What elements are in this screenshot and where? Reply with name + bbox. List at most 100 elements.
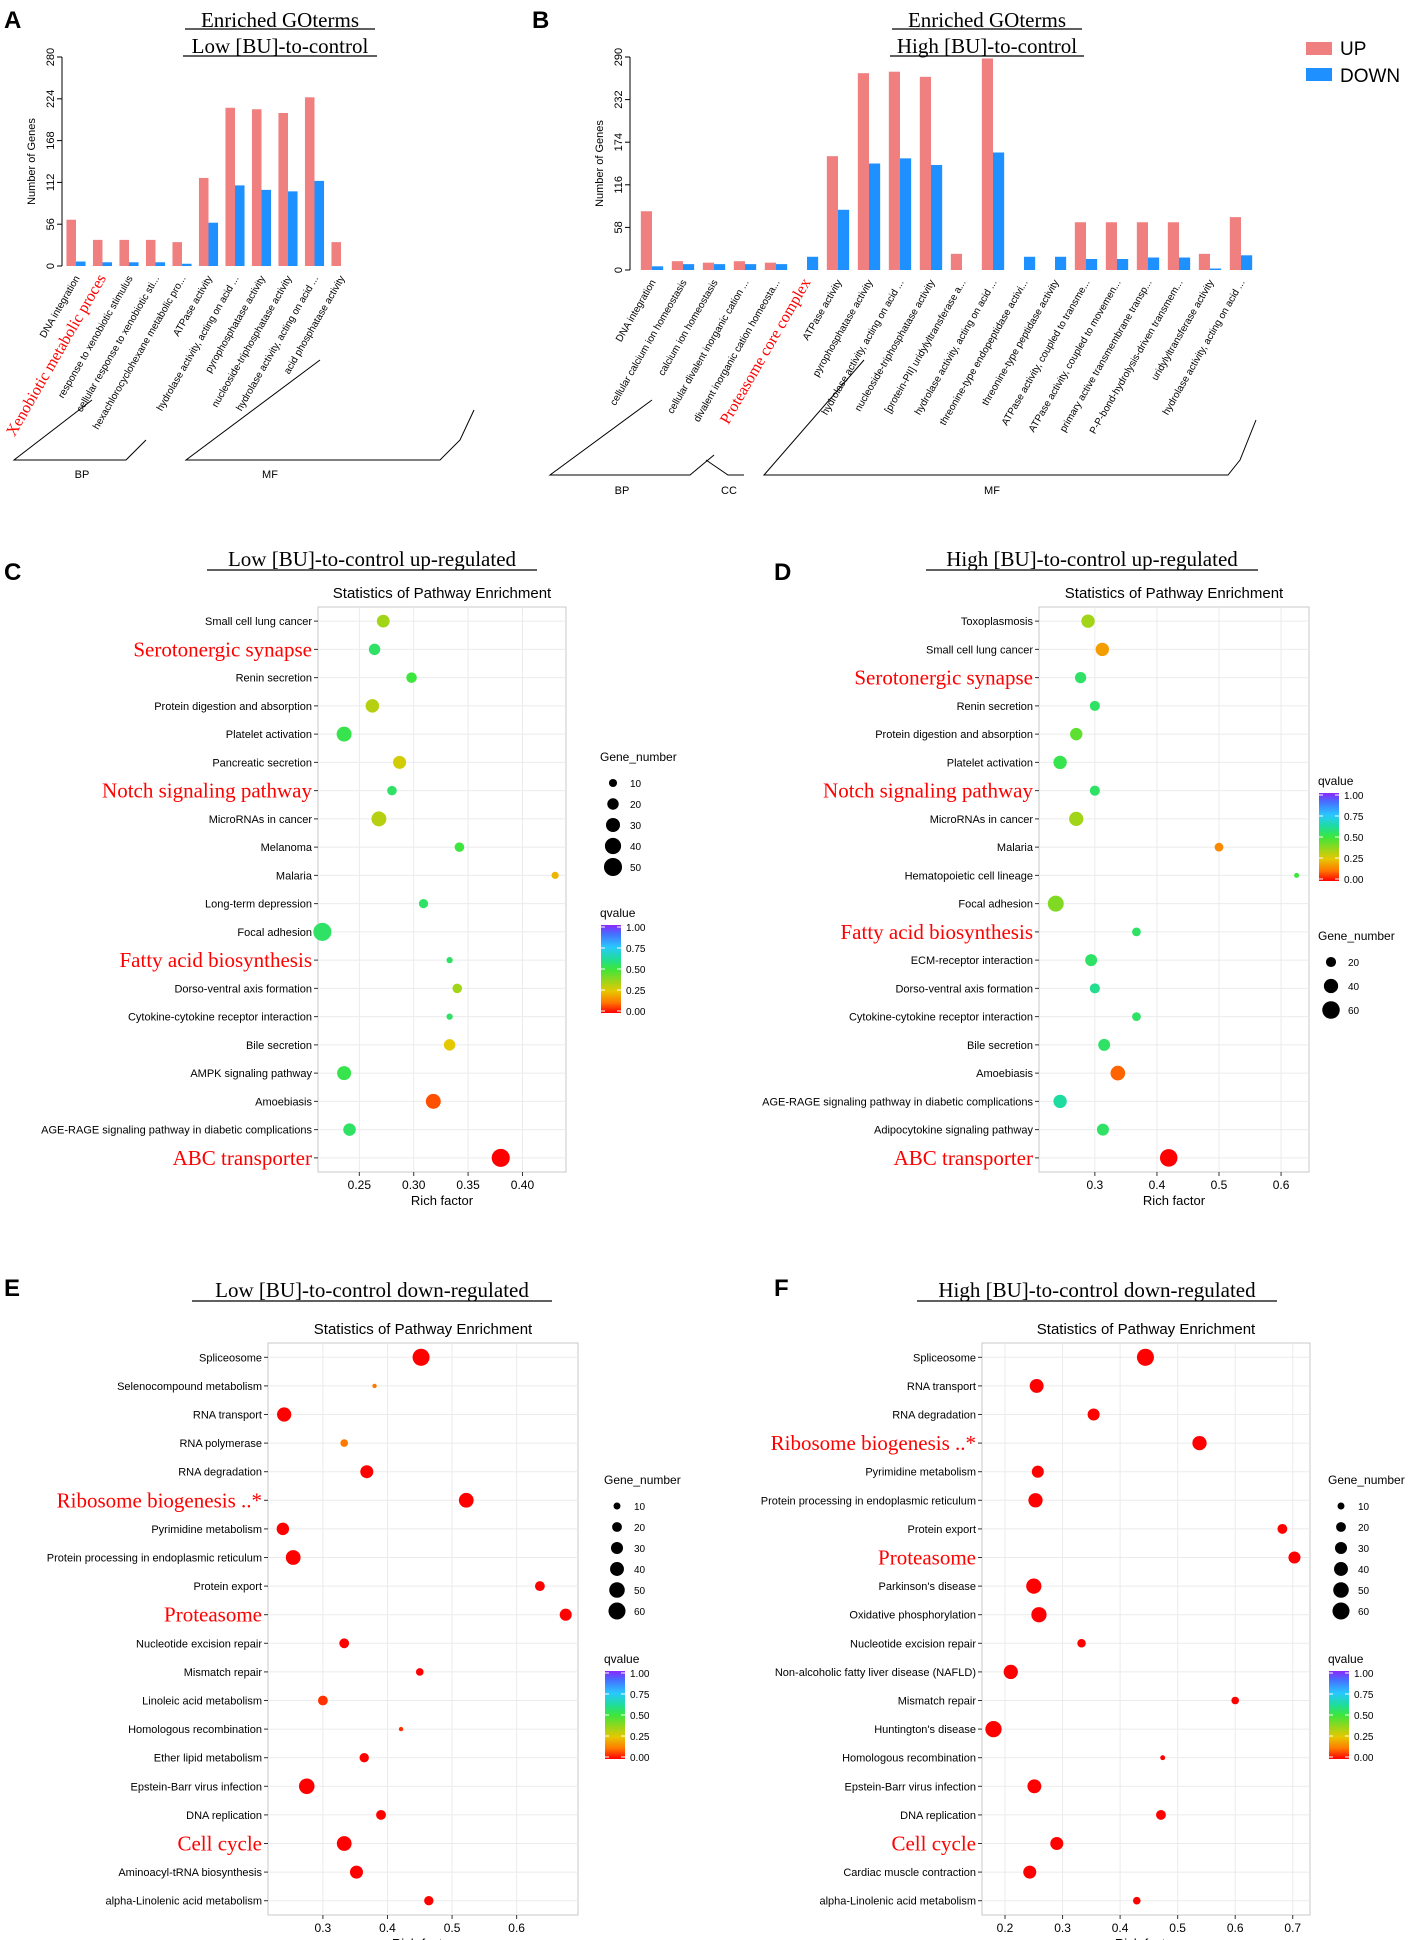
size-legend-dot xyxy=(610,1541,624,1555)
group-bracket xyxy=(184,359,475,461)
pathway-label: Nucleotide excision repair xyxy=(136,1638,262,1650)
size-legend-label: 50 xyxy=(1358,1586,1370,1597)
highlight-pathway-label: Serotonergic synapse xyxy=(854,666,1033,690)
bubble xyxy=(317,1695,328,1706)
bubble xyxy=(1031,1607,1047,1623)
bubble xyxy=(365,699,380,713)
pathway-label: DNA replication xyxy=(900,1810,976,1822)
bar-down xyxy=(102,262,113,266)
pathway-label: Non-alcoholic fatty liver disease (NAFLD… xyxy=(775,1667,976,1679)
bubble xyxy=(336,1836,352,1851)
bubble xyxy=(1074,671,1087,684)
size-legend-dot xyxy=(612,1522,622,1532)
bar-up xyxy=(172,242,182,266)
pathway-label: Bile secretion xyxy=(246,1040,312,1052)
group-label: MF xyxy=(984,485,1000,497)
pathway-label: RNA transport xyxy=(907,1381,976,1393)
pathway-label: Nucleotide excision repair xyxy=(850,1638,976,1650)
bar-up xyxy=(1074,222,1086,270)
bubble xyxy=(277,1407,292,1422)
size-legend-dot xyxy=(607,798,619,810)
bar-up xyxy=(304,97,315,266)
x-tick-label: 0.6 xyxy=(1273,1178,1290,1192)
highlight-pathway-label: Notch signaling pathway xyxy=(102,779,312,803)
pathway-label: RNA transport xyxy=(193,1410,262,1422)
size-legend-label: 50 xyxy=(634,1586,646,1597)
color-legend-label: 1.00 xyxy=(1354,1669,1374,1680)
bar-up xyxy=(119,239,129,266)
bubble xyxy=(446,956,453,964)
group-label: BP xyxy=(615,485,630,497)
pathway-label: RNA polymerase xyxy=(179,1438,262,1450)
y-axis-label: Number of Genes xyxy=(594,120,606,207)
color-legend-label: 0.50 xyxy=(1344,833,1364,844)
size-legend-label: 60 xyxy=(634,1607,646,1618)
bubble xyxy=(1132,1012,1141,1022)
bar-down xyxy=(1086,258,1098,270)
bubble xyxy=(534,1581,545,1592)
bar-down xyxy=(714,264,726,270)
pathway-label: DNA replication xyxy=(186,1810,262,1822)
size-legend-dot xyxy=(1333,1582,1349,1598)
size-legend-label: 10 xyxy=(1358,1502,1370,1513)
pathway-label: Platelet activation xyxy=(226,729,312,741)
bubble xyxy=(1160,1755,1166,1761)
pathway-label: Renin secretion xyxy=(236,673,312,685)
x-tick-label: 0.5 xyxy=(1211,1178,1228,1192)
color-legend-label: 1.00 xyxy=(630,1669,650,1680)
y-tick-label: 290 xyxy=(613,48,625,66)
bubble xyxy=(1192,1435,1207,1451)
y-tick-label: 58 xyxy=(613,221,625,233)
bar-up xyxy=(981,58,993,270)
bubble xyxy=(406,672,417,683)
bubble xyxy=(1053,1094,1067,1109)
bar-down xyxy=(652,266,664,270)
color-legend-label: 0.25 xyxy=(1344,854,1364,865)
bar-down xyxy=(182,263,192,266)
pathway-label: Focal adhesion xyxy=(237,927,312,939)
pathway-label: AGE-RAGE signaling pathway in diabetic c… xyxy=(762,1096,1033,1108)
pathway-label: AGE-RAGE signaling pathway in diabetic c… xyxy=(41,1125,312,1137)
bubble xyxy=(1081,614,1095,628)
bar-down xyxy=(129,262,139,266)
bar-down xyxy=(931,164,943,270)
y-tick-label: 116 xyxy=(613,176,625,194)
bar-down xyxy=(776,264,788,270)
y-tick-label: 112 xyxy=(45,174,57,192)
pathway-label: Bile secretion xyxy=(967,1040,1033,1052)
y-tick-label: 280 xyxy=(45,48,57,66)
bubble xyxy=(1098,1038,1111,1051)
color-legend-title: qvalue xyxy=(604,1652,640,1666)
pathway-label: alpha-Linolenic acid metabolism xyxy=(105,1896,262,1908)
bubble xyxy=(298,1778,315,1795)
size-legend-label: 20 xyxy=(1348,958,1360,969)
bubble xyxy=(1277,1523,1288,1534)
panel-letter: B xyxy=(532,7,549,34)
bubble xyxy=(1132,1896,1141,1905)
size-legend-dot xyxy=(1337,1502,1345,1510)
highlight-pathway-label: Proteasome xyxy=(164,1603,262,1627)
x-tick-label: 0.2 xyxy=(997,1921,1014,1935)
panel-heading: Low [BU]-to-control down-regulated xyxy=(215,1278,529,1302)
color-legend-label: 0.75 xyxy=(1354,1690,1374,1701)
pathway-label: MicroRNAs in cancer xyxy=(930,814,1034,826)
bar-down xyxy=(235,185,245,266)
bubble xyxy=(425,1093,441,1109)
bar-down xyxy=(261,189,272,266)
bar-down xyxy=(288,191,298,266)
highlight-pathway-label: Cell cycle xyxy=(891,1832,976,1856)
panel-letter: F xyxy=(774,1275,789,1302)
bubble xyxy=(336,726,352,742)
plot-panel xyxy=(1038,606,1310,1173)
plot-title: Statistics of Pathway Enrichment xyxy=(1037,1321,1256,1338)
pathway-label: Platelet activation xyxy=(947,757,1033,769)
bubble xyxy=(337,1066,352,1081)
x-axis-label: Rich factor xyxy=(392,1936,455,1940)
bubble xyxy=(1096,1123,1109,1136)
pathway-label: Mismatch repair xyxy=(184,1667,263,1679)
pathway-label: Hematopoietic cell lineage xyxy=(905,870,1033,882)
bubble xyxy=(551,871,559,879)
bubble xyxy=(1027,1779,1042,1794)
